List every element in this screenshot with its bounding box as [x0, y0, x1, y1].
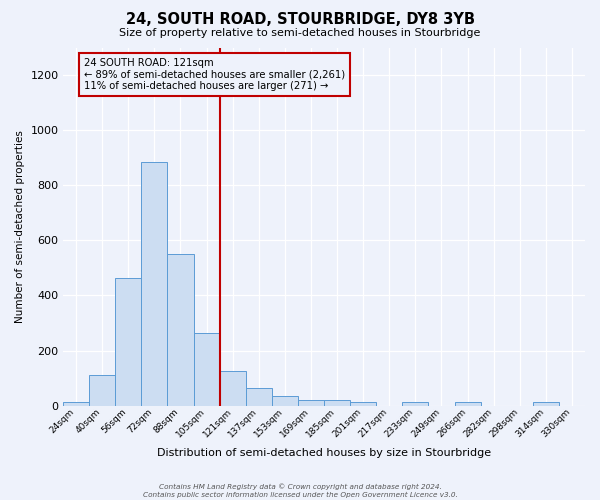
- Bar: [89, 376, 115, 406]
- Bar: [167, 254, 194, 406]
- Bar: [220, 372, 246, 406]
- Bar: [298, 400, 324, 406]
- Bar: [402, 402, 428, 406]
- Bar: [455, 402, 481, 406]
- Bar: [272, 396, 298, 406]
- Y-axis label: Number of semi-detached properties: Number of semi-detached properties: [15, 130, 25, 323]
- Text: Contains HM Land Registry data © Crown copyright and database right 2024.
Contai: Contains HM Land Registry data © Crown c…: [143, 484, 457, 498]
- Bar: [115, 278, 140, 406]
- Text: Size of property relative to semi-detached houses in Stourbridge: Size of property relative to semi-detach…: [119, 28, 481, 38]
- X-axis label: Distribution of semi-detached houses by size in Stourbridge: Distribution of semi-detached houses by …: [157, 448, 491, 458]
- Bar: [324, 400, 350, 406]
- Text: 24 SOUTH ROAD: 121sqm
← 89% of semi-detached houses are smaller (2,261)
11% of s: 24 SOUTH ROAD: 121sqm ← 89% of semi-deta…: [84, 58, 345, 92]
- Bar: [533, 402, 559, 406]
- Bar: [194, 332, 220, 406]
- Bar: [140, 162, 167, 406]
- Bar: [350, 402, 376, 406]
- Bar: [246, 388, 272, 406]
- Text: 24, SOUTH ROAD, STOURBRIDGE, DY8 3YB: 24, SOUTH ROAD, STOURBRIDGE, DY8 3YB: [125, 12, 475, 28]
- Bar: [63, 402, 89, 406]
